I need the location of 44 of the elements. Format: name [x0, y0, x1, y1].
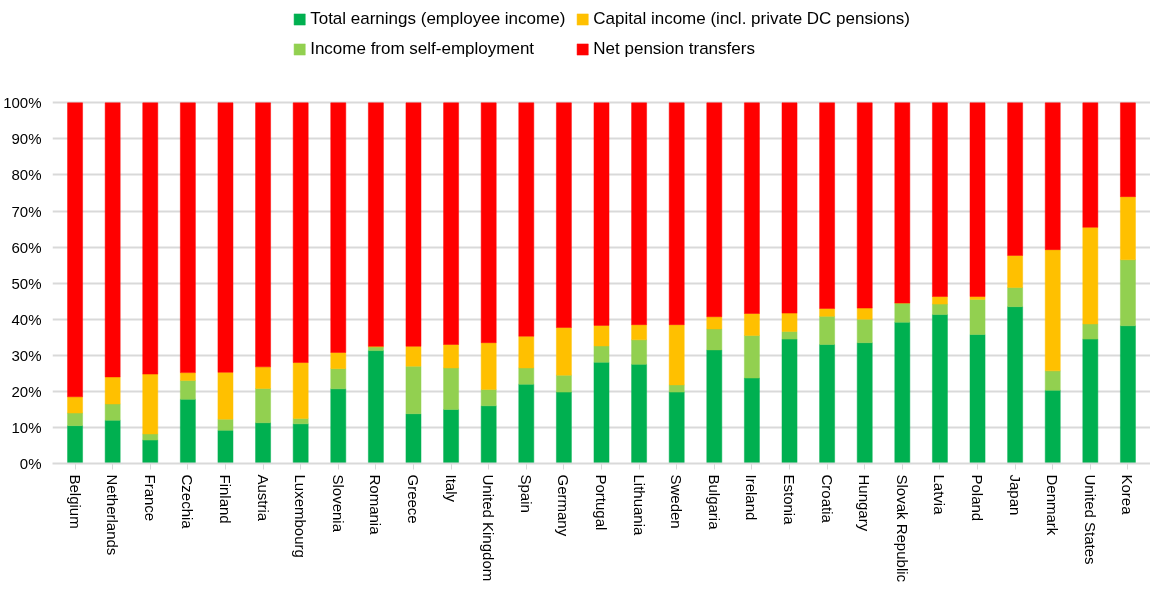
- x-tick-label: Belgium: [66, 474, 84, 529]
- x-tick-label: Spain: [517, 474, 535, 513]
- y-tick-label: 60%: [11, 238, 42, 256]
- x-tick-label: Slovak Republic: [893, 474, 911, 583]
- x-tick-label: Romania: [367, 474, 385, 536]
- x-tick-label: Latvia: [931, 474, 949, 516]
- x-tick-label: Estonia: [781, 474, 799, 526]
- x-tick-label: Germany: [555, 474, 573, 537]
- x-tick-label: Ireland: [743, 474, 761, 521]
- y-tick-label: 70%: [11, 202, 42, 220]
- x-tick-label: Austria: [254, 474, 272, 522]
- x-tick-label: Italy: [442, 474, 460, 503]
- y-tick-label: 50%: [11, 274, 42, 292]
- x-tick-label: Croatia: [818, 474, 836, 524]
- x-tick-label: Bulgaria: [705, 474, 723, 531]
- y-tick-label: 90%: [11, 130, 42, 148]
- y-tick-label: 80%: [11, 166, 42, 184]
- x-tick-label: Poland: [969, 474, 987, 522]
- x-tick-label: Czechia: [179, 474, 197, 530]
- x-tick-label: Lithuania: [630, 474, 648, 537]
- legend-label: Total earnings (employee income): [310, 9, 566, 29]
- y-tick-label: 100%: [3, 94, 42, 112]
- x-tick-label: Luxembourg: [292, 474, 310, 558]
- x-tick-label: Japan: [1006, 474, 1024, 516]
- x-tick-label: Greece: [404, 474, 422, 524]
- y-tick-label: 0%: [19, 455, 42, 472]
- x-tick-label: United Kingdom: [480, 474, 498, 582]
- x-tick-label: Slovenia: [329, 474, 347, 533]
- x-tick-label: United States: [1081, 474, 1099, 565]
- x-tick-label: Sweden: [668, 474, 686, 529]
- x-tick-label: Korea: [1119, 474, 1137, 516]
- x-tick-label: Netherlands: [104, 474, 122, 556]
- y-tick-label: 30%: [11, 346, 42, 364]
- legend-label: Income from self-employment: [310, 39, 535, 59]
- x-tick-label: Denmark: [1044, 474, 1062, 536]
- legend-label: Capital income (incl. private DC pensions): [593, 9, 910, 29]
- legend-label: Net pension transfers: [593, 39, 755, 59]
- y-tick-label: 40%: [11, 310, 42, 328]
- x-tick-label: France: [141, 474, 159, 522]
- y-tick-label: 20%: [11, 382, 42, 400]
- x-tick-label: Finland: [216, 474, 234, 524]
- x-tick-label: Hungary: [856, 474, 874, 532]
- y-tick-label: 10%: [11, 418, 42, 436]
- x-tick-label: Portugal: [593, 474, 610, 531]
